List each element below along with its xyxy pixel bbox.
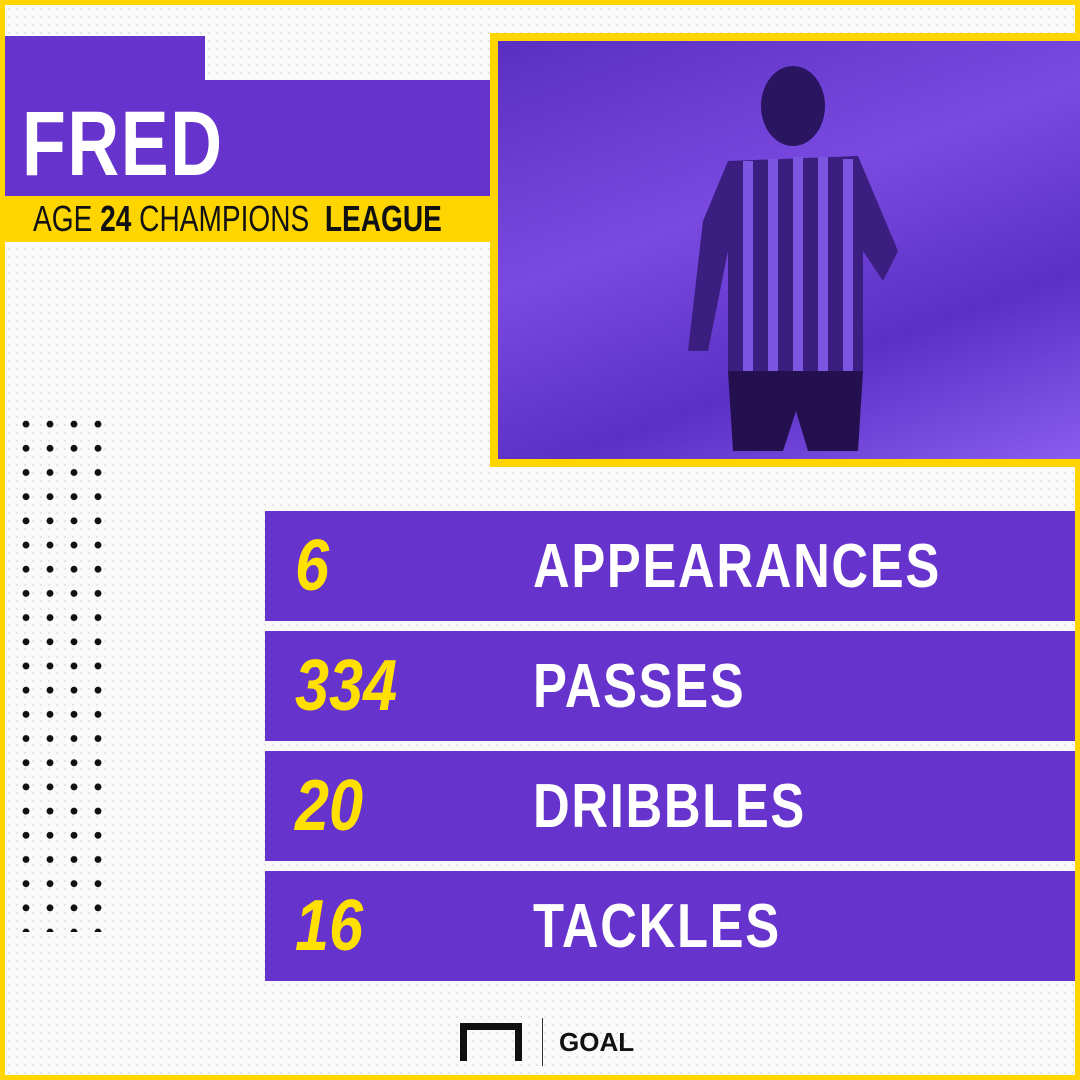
competition-light: CHAMPIONS [139, 198, 310, 239]
brand-name: GOAL [559, 1026, 635, 1057]
stat-label: TACKLES [533, 891, 781, 961]
age-label: AGE [33, 198, 93, 239]
player-photo [490, 33, 1080, 467]
stat-value: 20 [295, 766, 364, 846]
stat-row: 6 APPEARANCES [265, 511, 1075, 621]
stat-label: DRIBBLES [533, 771, 806, 841]
stat-row: 16 TACKLES [265, 871, 1075, 981]
stat-label: PASSES [533, 651, 746, 721]
stat-value: 6 [295, 526, 330, 606]
competition-bold: LEAGUE [324, 198, 442, 239]
goal-frame-icon [460, 1023, 522, 1061]
stat-row: 20 DRIBBLES [265, 751, 1075, 861]
dot-pattern [14, 412, 104, 932]
stat-value: 334 [295, 646, 398, 726]
logo-divider [542, 1018, 543, 1066]
stat-label: APPEARANCES [533, 531, 941, 601]
stat-row: 334 PASSES [265, 631, 1075, 741]
player-name: FRED [22, 93, 224, 195]
goal-logo: GOAL [460, 1018, 634, 1066]
header-tab [5, 36, 205, 86]
player-silhouette [688, 66, 898, 451]
stat-value: 16 [295, 886, 364, 966]
age-value: 24 [100, 198, 132, 239]
